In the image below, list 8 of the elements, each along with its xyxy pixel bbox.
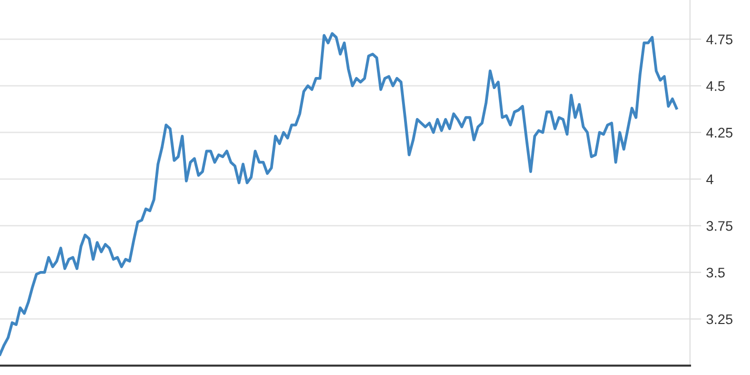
y-tick-label: 4.75 [706,34,732,44]
y-tick-label: 3.75 [706,221,732,231]
y-tick-label: 3.25 [706,314,732,324]
y-tick-label: 3.5 [706,268,725,278]
y-tick-label: 4 [706,174,714,184]
y-tick-label: 4.25 [706,128,732,138]
y-tick-label: 4.5 [706,81,725,91]
line-series [0,32,678,356]
